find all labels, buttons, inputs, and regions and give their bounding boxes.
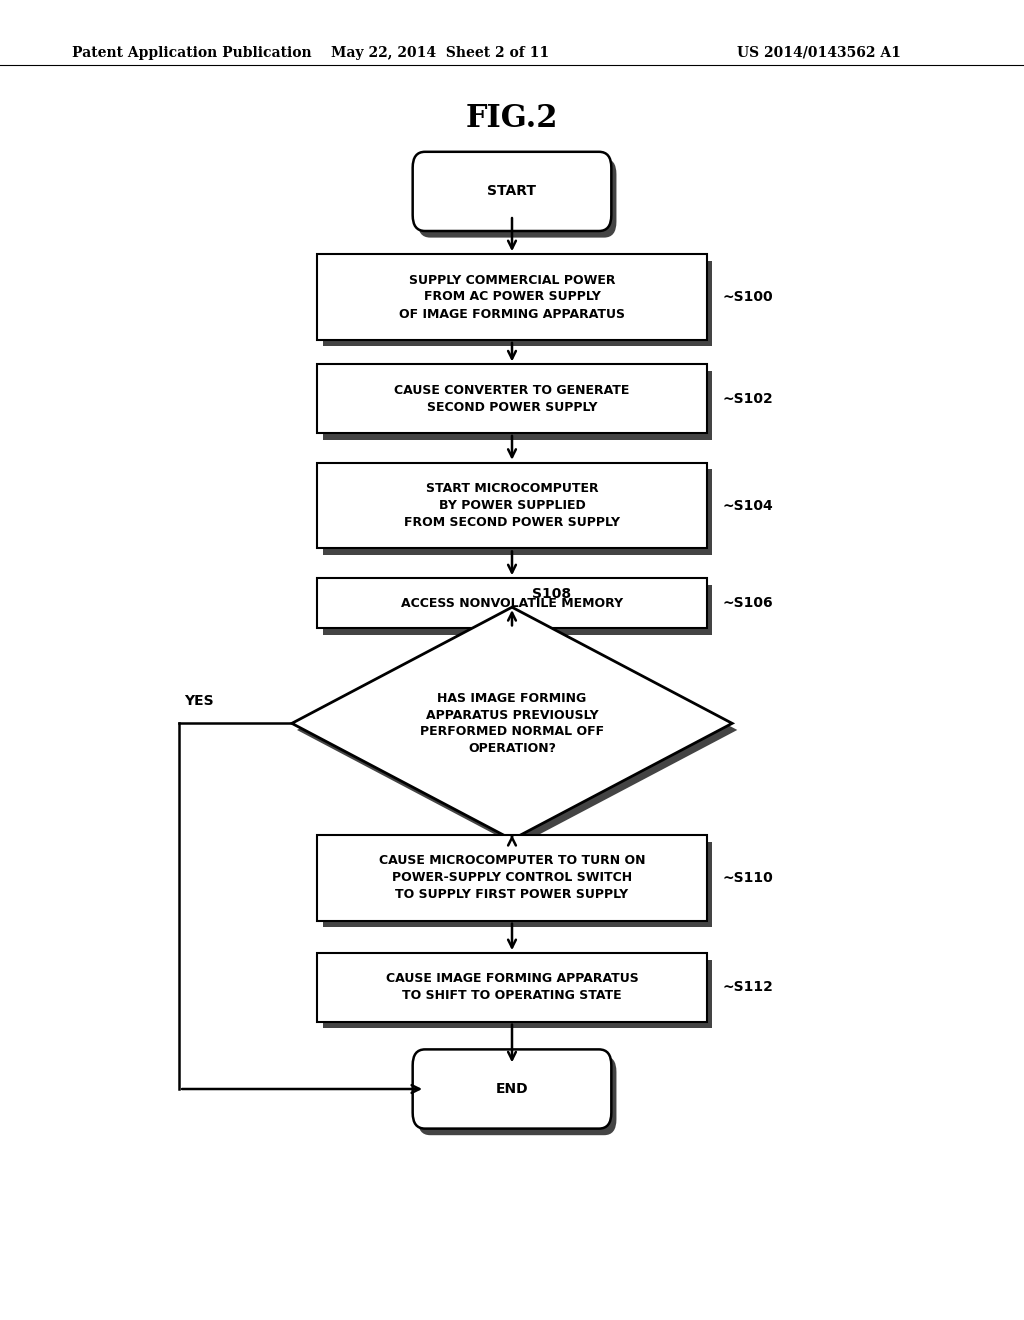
Text: CAUSE IMAGE FORMING APPARATUS
TO SHIFT TO OPERATING STATE: CAUSE IMAGE FORMING APPARATUS TO SHIFT T… <box>386 973 638 1002</box>
Text: START: START <box>487 185 537 198</box>
Text: ~S100: ~S100 <box>723 290 773 304</box>
Bar <box>323 842 712 927</box>
Text: ~S104: ~S104 <box>723 499 774 512</box>
Bar <box>317 836 707 921</box>
FancyBboxPatch shape <box>418 1056 616 1135</box>
Text: CAUSE MICROCOMPUTER TO TURN ON
POWER-SUPPLY CONTROL SWITCH
TO SUPPLY FIRST POWER: CAUSE MICROCOMPUTER TO TURN ON POWER-SUP… <box>379 854 645 902</box>
Bar <box>323 585 712 635</box>
Bar <box>317 953 707 1022</box>
Text: END: END <box>496 1082 528 1096</box>
Bar <box>323 960 712 1028</box>
Bar <box>323 469 712 554</box>
Text: ~S102: ~S102 <box>723 392 774 405</box>
Text: ~S110: ~S110 <box>723 871 774 884</box>
FancyBboxPatch shape <box>413 1049 611 1129</box>
Bar <box>317 578 707 628</box>
Text: START MICROCOMPUTER
BY POWER SUPPLIED
FROM SECOND POWER SUPPLY: START MICROCOMPUTER BY POWER SUPPLIED FR… <box>404 482 620 529</box>
FancyBboxPatch shape <box>418 158 616 238</box>
Text: HAS IMAGE FORMING
APPARATUS PREVIOUSLY
PERFORMED NORMAL OFF
OPERATION?: HAS IMAGE FORMING APPARATUS PREVIOUSLY P… <box>420 692 604 755</box>
Text: S108: S108 <box>532 586 571 601</box>
Text: ACCESS NONVOLATILE MEMORY: ACCESS NONVOLATILE MEMORY <box>401 597 623 610</box>
Bar <box>323 371 712 440</box>
Bar <box>317 364 707 433</box>
Polygon shape <box>292 607 732 840</box>
Polygon shape <box>297 614 737 846</box>
Bar <box>317 462 707 549</box>
Text: YES: YES <box>184 693 214 708</box>
Text: NO: NO <box>530 853 554 867</box>
Text: ~S112: ~S112 <box>723 981 774 994</box>
Text: FIG.2: FIG.2 <box>466 103 558 135</box>
Bar <box>323 261 712 346</box>
Text: ~S106: ~S106 <box>723 597 773 610</box>
FancyBboxPatch shape <box>413 152 611 231</box>
Text: SUPPLY COMMERCIAL POWER
FROM AC POWER SUPPLY
OF IMAGE FORMING APPARATUS: SUPPLY COMMERCIAL POWER FROM AC POWER SU… <box>399 273 625 321</box>
Text: CAUSE CONVERTER TO GENERATE
SECOND POWER SUPPLY: CAUSE CONVERTER TO GENERATE SECOND POWER… <box>394 384 630 413</box>
Text: May 22, 2014  Sheet 2 of 11: May 22, 2014 Sheet 2 of 11 <box>331 46 550 59</box>
Text: Patent Application Publication: Patent Application Publication <box>72 46 311 59</box>
Bar <box>317 253 707 339</box>
Text: US 2014/0143562 A1: US 2014/0143562 A1 <box>737 46 901 59</box>
